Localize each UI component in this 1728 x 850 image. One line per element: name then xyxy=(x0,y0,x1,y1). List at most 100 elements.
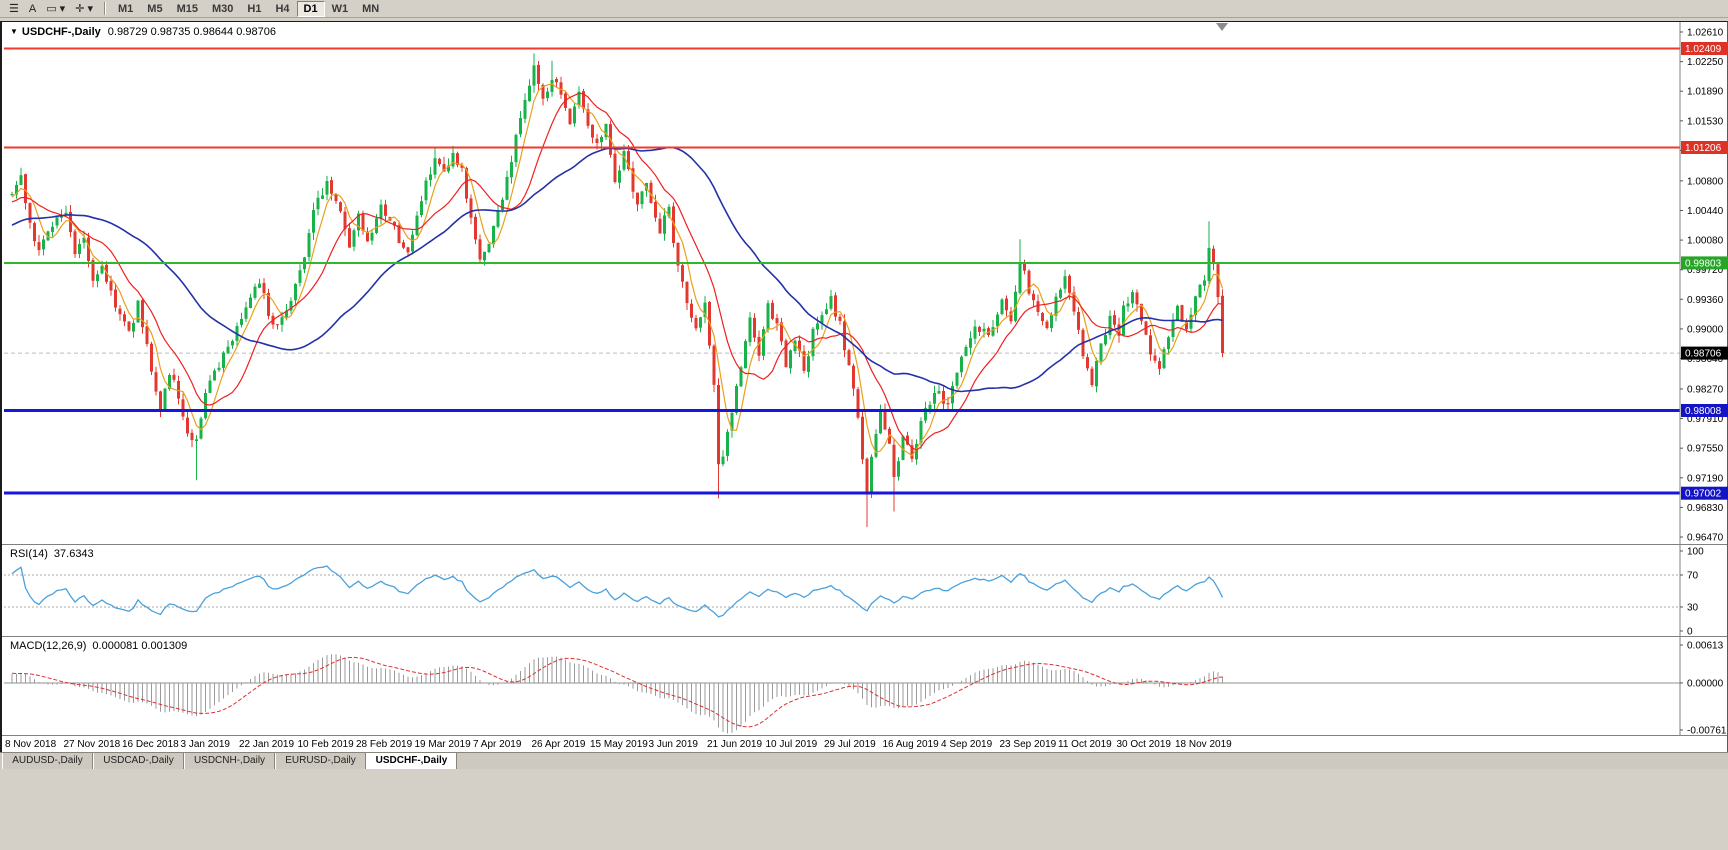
price-tick-label: 1.00800 xyxy=(1687,176,1724,187)
date-label: 21 Jun 2019 xyxy=(707,739,763,750)
rsi-axis-label: 100 xyxy=(1687,547,1704,558)
macd-axis-label: 0.00613 xyxy=(1687,641,1724,652)
price-tick-label: 0.96830 xyxy=(1687,503,1724,514)
date-label: 10 Jul 2019 xyxy=(765,739,818,750)
date-label: 8 Nov 2018 xyxy=(5,739,57,750)
crosshair-tool-icon[interactable]: ✛ ▾ xyxy=(75,2,93,15)
status-area xyxy=(0,769,1728,850)
price-tick-label: 1.00080 xyxy=(1687,236,1724,247)
timeframe-button-D1[interactable]: D1 xyxy=(296,0,325,17)
shapes-tool-icon[interactable]: ▭ ▾ xyxy=(46,2,66,15)
timeframe-button-M5[interactable]: M5 xyxy=(147,2,163,15)
svg-text:1.01206: 1.01206 xyxy=(1685,143,1722,154)
ohlc-values: 0.98729 0.98735 0.98644 0.98706 xyxy=(107,26,276,38)
macd-histogram xyxy=(11,654,1223,734)
panel-separator[interactable] xyxy=(2,636,1727,637)
date-label: 23 Sep 2019 xyxy=(999,739,1057,750)
ma-line-13 xyxy=(11,92,1223,451)
date-label: 11 Oct 2019 xyxy=(1058,739,1112,750)
chart-tab-USDCHF-Daily[interactable]: USDCHF-,Daily xyxy=(366,753,457,769)
svg-text:0.99803: 0.99803 xyxy=(1685,258,1722,269)
date-label: 29 Jul 2019 xyxy=(824,739,876,750)
rsi-axis-label: 30 xyxy=(1687,603,1699,614)
rsi-indicator-panel[interactable]: 100 70 30 0 xyxy=(2,545,1728,636)
price-badge: 0.99803 xyxy=(1681,256,1728,270)
price-tick-label: 0.97910 xyxy=(1687,414,1724,425)
date-label: 22 Jan 2019 xyxy=(239,739,295,750)
date-label: 18 Nov 2019 xyxy=(1175,739,1232,750)
text-annotation-icon[interactable]: A xyxy=(28,2,37,15)
price-badge: 1.02409 xyxy=(1681,42,1728,55)
price-tick-label: 0.96470 xyxy=(1687,533,1724,544)
candlesticks xyxy=(10,53,1224,528)
chart-title: ▼ USDCHF-,Daily 0.98729 0.98735 0.98644 0.… xyxy=(10,26,276,38)
svg-text:0.97002: 0.97002 xyxy=(1685,489,1722,500)
price-tick-label: 1.02610 xyxy=(1687,28,1724,39)
macd-panel-label: MACD(12,26,9) 0.000081 0.001309 xyxy=(10,640,187,652)
price-badge: 0.98706 xyxy=(1681,346,1728,360)
price-badge: 1.01206 xyxy=(1681,141,1728,154)
charts-menu-icon[interactable]: ☰ xyxy=(9,2,19,15)
panel-separator xyxy=(2,735,1727,736)
date-label: 10 Feb 2019 xyxy=(297,739,354,750)
timeframe-button-W1[interactable]: W1 xyxy=(331,2,349,15)
chart-tab-USDCNH-Daily[interactable]: USDCNH-,Daily xyxy=(184,753,275,769)
date-label: 3 Jun 2019 xyxy=(648,739,699,750)
price-tick-label: 0.97550 xyxy=(1687,444,1724,455)
timeframe-button-H4[interactable]: H4 xyxy=(275,2,290,15)
macd-current-values: 0.000081 0.001309 xyxy=(92,640,188,652)
timeframe-button-M1[interactable]: M1 xyxy=(118,2,134,15)
timeframe-button-M15[interactable]: M15 xyxy=(176,2,198,15)
macd-indicator-name: MACD(12,26,9) xyxy=(10,640,87,652)
price-tick-label: 0.97190 xyxy=(1687,473,1724,484)
price-badge: 0.98008 xyxy=(1681,404,1728,417)
chart-tab-bar: AUDUSD-,Daily USDCAD-,Daily USDCNH-,Daily E… xyxy=(0,752,1728,769)
rsi-axis-label: 0 xyxy=(1687,627,1693,637)
toolbar: ☰ A ▭ ▾ ✛ ▾ M1 M5 M15 M30 H1 H4 D1 W1 MN xyxy=(0,0,1728,18)
tool-icons-group: ☰ A ▭ ▾ ✛ ▾ xyxy=(4,1,98,17)
macd-axis-label: 0.00000 xyxy=(1687,678,1724,689)
main-price-chart[interactable]: 1.026101.022501.018901.015301.011701.008… xyxy=(2,22,1728,544)
price-tick-label: 1.01530 xyxy=(1687,116,1724,127)
timeframe-button-H1[interactable]: H1 xyxy=(247,2,262,15)
time-axis[interactable]: 8 Nov 2018 27 Nov 2018 16 Dec 2018 3 Jan 20… xyxy=(2,736,1727,753)
price-tick-label: 0.99360 xyxy=(1687,295,1724,306)
rsi-current-value: 37.6343 xyxy=(53,548,94,560)
date-label: 30 Oct 2019 xyxy=(1116,739,1171,750)
chart-tab-AUDUSD-Daily[interactable]: AUDUSD-,Daily xyxy=(2,753,93,769)
timeframe-button-M30[interactable]: M30 xyxy=(211,2,234,15)
svg-text:0.98008: 0.98008 xyxy=(1685,406,1722,417)
price-tick-label: 0.99000 xyxy=(1687,324,1724,335)
price-tick-label: 0.99720 xyxy=(1687,265,1724,276)
timeframe-button-MN[interactable]: MN xyxy=(362,2,380,15)
date-label: 26 Apr 2019 xyxy=(531,739,586,750)
rsi-panel-label: RSI(14) 37.6343 xyxy=(10,548,94,560)
svg-text:0.98706: 0.98706 xyxy=(1685,349,1722,360)
price-badge: 0.97002 xyxy=(1681,486,1728,500)
toolbar-separator xyxy=(104,2,105,15)
symbol-dropdown-icon[interactable]: ▼ xyxy=(10,27,18,36)
price-tick-label: 0.98270 xyxy=(1687,384,1724,395)
chart-window[interactable]: 1.026101.022501.018901.015301.011701.008… xyxy=(0,21,1728,753)
date-label: 3 Jan 2019 xyxy=(180,739,231,750)
svg-text:1.02409: 1.02409 xyxy=(1685,44,1722,55)
date-label: 27 Nov 2018 xyxy=(63,739,121,750)
chart-tab-EURUSD-Daily[interactable]: EURUSD-,Daily xyxy=(275,753,366,769)
panel-separator[interactable] xyxy=(2,544,1727,545)
date-label: 4 Sep 2019 xyxy=(941,739,993,750)
date-label: 19 Mar 2019 xyxy=(414,739,471,750)
macd-axis-label: -0.00761 xyxy=(1687,726,1727,736)
timeframe-buttons-group: M1 M5 M15 M30 H1 H4 D1 W1 MN xyxy=(111,0,386,17)
date-label: 16 Dec 2018 xyxy=(122,739,179,750)
price-tick-label: 1.01890 xyxy=(1687,87,1724,98)
ma-line-40 xyxy=(11,146,1223,393)
macd-indicator-panel[interactable]: 0.00613 0.00000 -0.00761 xyxy=(2,637,1728,735)
ma-line-5 xyxy=(11,83,1224,457)
chart-shift-marker[interactable] xyxy=(1216,23,1228,31)
date-label: 28 Feb 2019 xyxy=(356,739,413,750)
rsi-line xyxy=(11,565,1224,618)
chart-tab-USDCAD-Daily[interactable]: USDCAD-,Daily xyxy=(93,753,184,769)
date-label: 15 May 2019 xyxy=(590,739,648,750)
price-tick-label: 1.00440 xyxy=(1687,206,1724,217)
